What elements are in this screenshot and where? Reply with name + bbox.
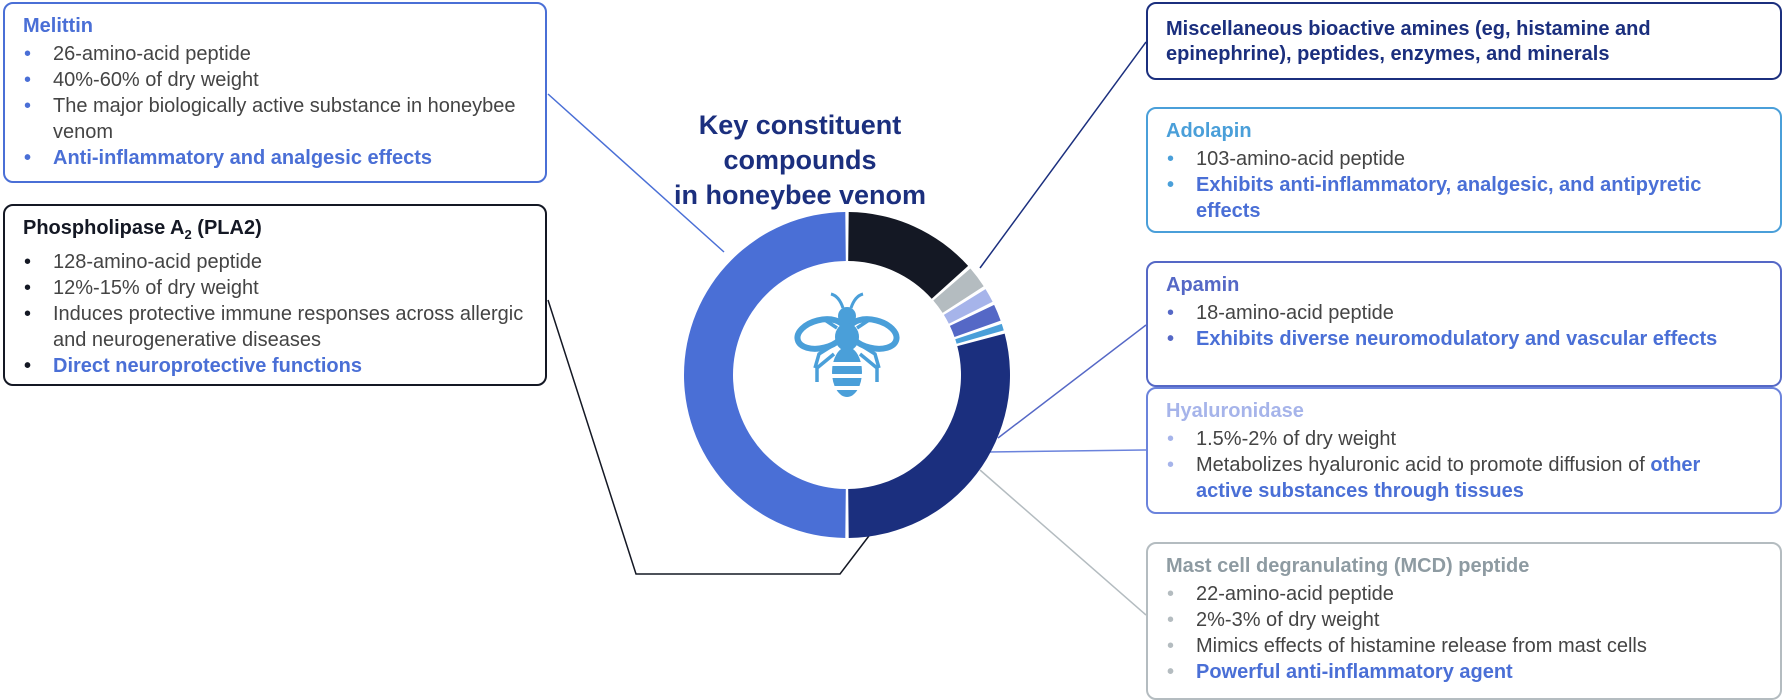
apamin-title: Apamin bbox=[1166, 274, 1240, 296]
donut-slice-3 bbox=[943, 289, 993, 324]
diagram-title: Key constituent compounds in honeybee ve… bbox=[640, 108, 960, 213]
list-item: 22-amino-acid peptide bbox=[1166, 581, 1762, 607]
list-item: Powerful anti-inflammatory agent bbox=[1166, 659, 1762, 685]
pla2-title-prefix: Phospholipase A bbox=[23, 217, 185, 239]
pla2-title-subscript: 2 bbox=[184, 227, 192, 242]
list-item: Exhibits anti-inflammatory, analgesic, a… bbox=[1166, 172, 1762, 224]
melittin-box: Melittin 26-amino-acid peptide 40%-60% o… bbox=[3, 2, 547, 183]
list-item: Direct neuroprotective functions bbox=[23, 353, 527, 379]
melittin-title: Melittin bbox=[23, 15, 93, 37]
donut-slice-1 bbox=[848, 212, 969, 299]
connector-mcd bbox=[979, 469, 1147, 616]
list-item: 103-amino-acid peptide bbox=[1166, 146, 1762, 172]
mcd-title: Mast cell degranulating (MCD) peptide bbox=[1166, 555, 1530, 577]
pla2-title-suffix: (PLA2) bbox=[191, 217, 262, 239]
adolapin-list: 103-amino-acid peptide Exhibits anti-inf… bbox=[1166, 146, 1762, 224]
list-item: Metabolizes hyaluronic acid to promote d… bbox=[1166, 452, 1762, 504]
adolapin-title: Adolapin bbox=[1166, 120, 1252, 142]
donut-slice-6 bbox=[848, 333, 1011, 538]
diagram-title-line1: Key constituent compounds bbox=[698, 110, 902, 175]
connector-pla2 bbox=[547, 299, 879, 575]
apamin-box: Apamin 18-amino-acid peptide Exhibits di… bbox=[1146, 261, 1782, 387]
donut-slice-4 bbox=[949, 304, 1001, 337]
list-item: Induces protective immune responses acro… bbox=[23, 301, 527, 353]
donut-slice-2 bbox=[933, 268, 984, 313]
list-item-text: Metabolizes hyaluronic acid to promote d… bbox=[1196, 454, 1651, 476]
misc-title: Miscellaneous bioactive amines (eg, hist… bbox=[1166, 18, 1651, 65]
list-item: Mimics effects of histamine release from… bbox=[1166, 633, 1762, 659]
melittin-list: 26-amino-acid peptide 40%-60% of dry wei… bbox=[23, 41, 527, 171]
hyaluronidase-list: 1.5%-2% of dry weight Metabolizes hyalur… bbox=[1166, 426, 1762, 504]
list-item: 26-amino-acid peptide bbox=[23, 41, 527, 67]
hyaluronidase-box: Hyaluronidase 1.5%-2% of dry weight Meta… bbox=[1146, 387, 1782, 514]
pla2-box: Phospholipase A2 (PLA2) 128-amino-acid p… bbox=[3, 204, 547, 386]
list-item-emphasis: other active substances through tissues bbox=[1196, 454, 1701, 502]
connector-misc bbox=[979, 41, 1147, 269]
list-item: The major biologically active substance … bbox=[23, 93, 527, 145]
misc-box: Miscellaneous bioactive amines (eg, hist… bbox=[1146, 2, 1782, 80]
list-item: 40%-60% of dry weight bbox=[23, 67, 527, 93]
bee-icon bbox=[794, 292, 900, 397]
hyaluronidase-title: Hyaluronidase bbox=[1166, 400, 1304, 422]
list-item: 128-amino-acid peptide bbox=[23, 249, 527, 275]
connector-lines bbox=[547, 41, 1147, 616]
list-item: 18-amino-acid peptide bbox=[1166, 300, 1762, 326]
list-item: Exhibits diverse neuromodulatory and vas… bbox=[1166, 326, 1762, 352]
connector-melittin bbox=[547, 93, 725, 253]
connector-apamin bbox=[997, 324, 1147, 439]
mcd-box: Mast cell degranulating (MCD) peptide 22… bbox=[1146, 542, 1782, 700]
mcd-list: 22-amino-acid peptide 2%-3% of dry weigh… bbox=[1166, 581, 1762, 685]
donut-slice-5 bbox=[955, 323, 1004, 344]
adolapin-box: Adolapin 103-amino-acid peptide Exhibits… bbox=[1146, 107, 1782, 233]
diagram-title-line2: in honeybee venom bbox=[673, 180, 927, 210]
list-item: Anti-inflammatory and analgesic effects bbox=[23, 145, 527, 171]
connector-hyaluronidase bbox=[987, 449, 1147, 453]
pla2-list: 128-amino-acid peptide 12%-15% of dry we… bbox=[23, 249, 527, 379]
apamin-list: 18-amino-acid peptide Exhibits diverse n… bbox=[1166, 300, 1762, 352]
pla2-title: Phospholipase A2 (PLA2) bbox=[23, 216, 527, 247]
list-item: 1.5%-2% of dry weight bbox=[1166, 426, 1762, 452]
list-item: 2%-3% of dry weight bbox=[1166, 607, 1762, 633]
list-item: 12%-15% of dry weight bbox=[23, 275, 527, 301]
donut-slice-0 bbox=[683, 212, 846, 538]
